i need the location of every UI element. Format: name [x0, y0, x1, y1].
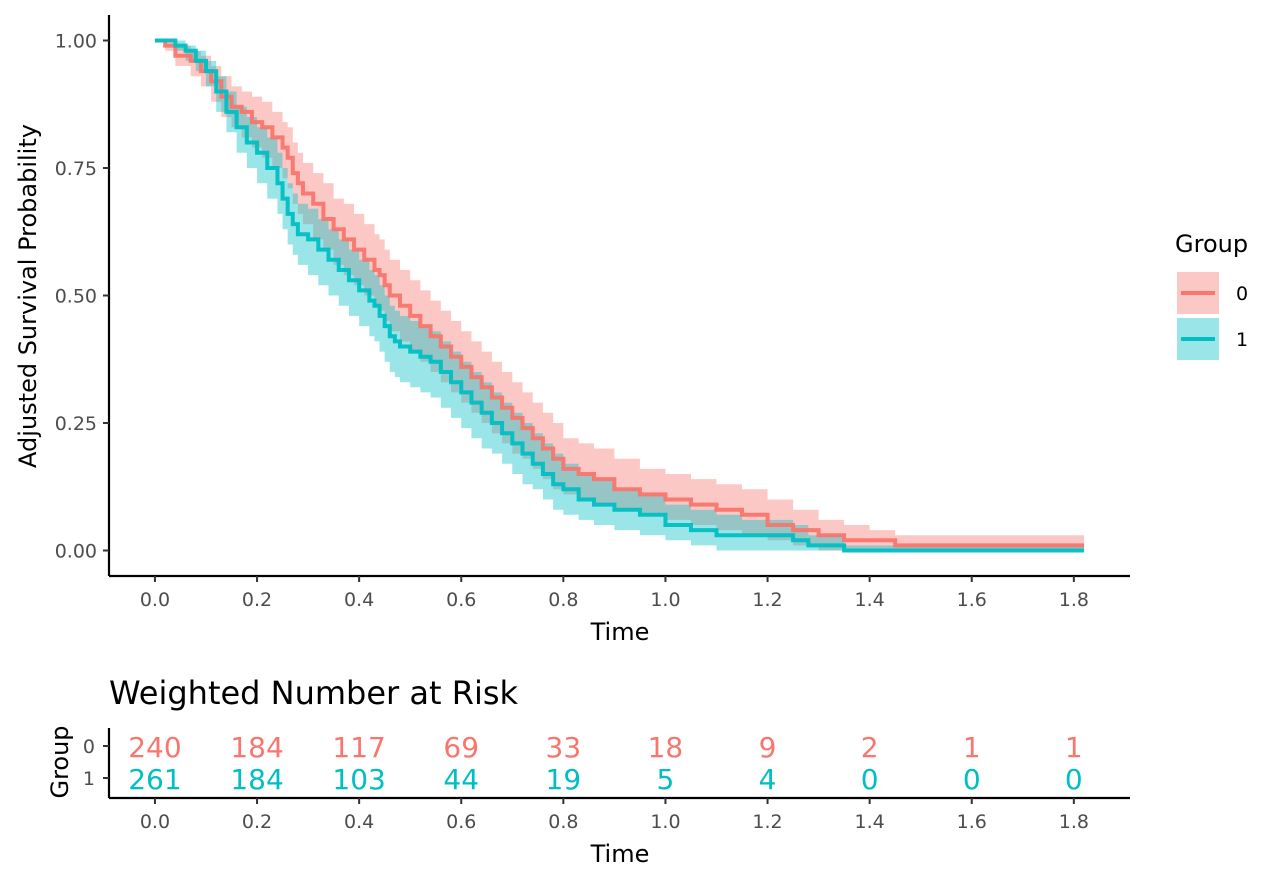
risk-x-tick-label: 0.0	[140, 811, 170, 833]
legend-keys: 01	[1177, 272, 1248, 360]
x-axis-ticks: 0.0 0.2 0.4 0.6 0.8 1.0 1.2 1.4 1.6 1.8	[140, 576, 1089, 611]
x-tick-label: 1.2	[752, 589, 782, 611]
x-tick-label: 1.0	[650, 589, 680, 611]
risk-x-tick-label: 0.8	[548, 811, 578, 833]
confidence-band-group-0	[154, 40, 1085, 551]
risk-x-tick-label: 1.2	[752, 811, 782, 833]
risk-cell-group-0: 1	[963, 731, 981, 764]
risk-x-tick-label: 0.6	[446, 811, 476, 833]
risk-x-axis-title: Time	[590, 840, 650, 868]
risk-y-axis-title: Group	[46, 725, 74, 798]
confidence-band-group-1	[154, 40, 1085, 551]
risk-x-tick-label: 1.4	[855, 811, 885, 833]
legend-title: Group	[1175, 230, 1248, 258]
y-tick-label: 0.00	[55, 541, 97, 563]
x-axis-title: Time	[590, 618, 650, 646]
y-tick-label: 0.25	[55, 413, 97, 435]
legend: Group 01	[1175, 230, 1248, 360]
risk-y-tick-label: 0	[83, 736, 95, 758]
risk-x-tick-label: 0.4	[344, 811, 374, 833]
risk-cell-group-1: 0	[861, 763, 879, 796]
risk-cell-group-1: 44	[443, 763, 479, 796]
risk-cell-group-0: 117	[332, 731, 385, 764]
x-tick-label: 0.8	[548, 589, 578, 611]
risk-cell-group-0: 33	[546, 731, 582, 764]
x-tick-label: 0.0	[140, 589, 170, 611]
y-tick-label: 1.00	[55, 31, 97, 53]
confidence-bands	[154, 40, 1085, 551]
y-axis-ticks: 0.00 0.25 0.50 0.75 1.00	[55, 31, 109, 563]
x-tick-label: 0.2	[242, 589, 272, 611]
risk-cell-group-1: 184	[230, 763, 283, 796]
risk-cell-group-0: 9	[759, 731, 777, 764]
risk-x-tick-label: 0.2	[242, 811, 272, 833]
survival-curves	[154, 38, 1085, 553]
risk-cell-group-0: 2	[861, 731, 879, 764]
legend-label-group-1: 1	[1236, 329, 1248, 351]
risk-cell-group-1: 4	[759, 763, 777, 796]
risk-y-tick-label: 1	[83, 768, 95, 790]
risk-y-axis-ticks: 01	[83, 736, 109, 790]
y-axis-title: Adjusted Survival Probability	[14, 124, 42, 468]
risk-x-axis-ticks: 0.0 0.2 0.4 0.6 0.8 1.0 1.2 1.4 1.6 1.8	[140, 798, 1089, 833]
risk-cell-group-1: 103	[332, 763, 385, 796]
x-tick-label: 1.6	[957, 589, 987, 611]
risk-cell-group-1: 261	[128, 763, 181, 796]
risk-cell-group-1: 0	[963, 763, 981, 796]
x-tick-label: 0.4	[344, 589, 374, 611]
y-tick-label: 0.75	[55, 158, 97, 180]
risk-cell-group-1: 0	[1065, 763, 1083, 796]
x-tick-label: 0.6	[446, 589, 476, 611]
x-tick-label: 1.4	[855, 589, 885, 611]
risk-cell-group-0: 18	[648, 731, 684, 764]
x-tick-label: 1.8	[1059, 589, 1089, 611]
risk-cell-group-0: 184	[230, 731, 283, 764]
risk-table-title: Weighted Number at Risk	[109, 674, 519, 712]
risk-cell-group-0: 1	[1065, 731, 1083, 764]
y-tick-label: 0.50	[55, 286, 97, 308]
risk-cell-group-1: 5	[657, 763, 675, 796]
risk-cell-group-0: 69	[443, 731, 479, 764]
risk-x-tick-label: 1.8	[1059, 811, 1089, 833]
legend-label-group-0: 0	[1236, 283, 1248, 305]
survival-curve-group-1	[154, 38, 1085, 553]
survival-curve-group-0	[154, 38, 1085, 548]
survival-plot: 0.00 0.25 0.50 0.75 1.00 0.0 0.2 0.4 0.6 0.8 1.0 1…	[14, 15, 1130, 646]
risk-cell-group-1: 19	[546, 763, 582, 796]
risk-x-tick-label: 1.0	[650, 811, 680, 833]
risk-table-cells: 240 184 117 69 33 18 9 2 1 1 261 184 103 44 19 5 4 0 0 0	[128, 731, 1083, 796]
risk-x-tick-label: 1.6	[957, 811, 987, 833]
risk-cell-group-0: 240	[128, 731, 181, 764]
risk-table: Weighted Number at Risk 240 184 117 69 33 18 9…	[46, 674, 1130, 868]
